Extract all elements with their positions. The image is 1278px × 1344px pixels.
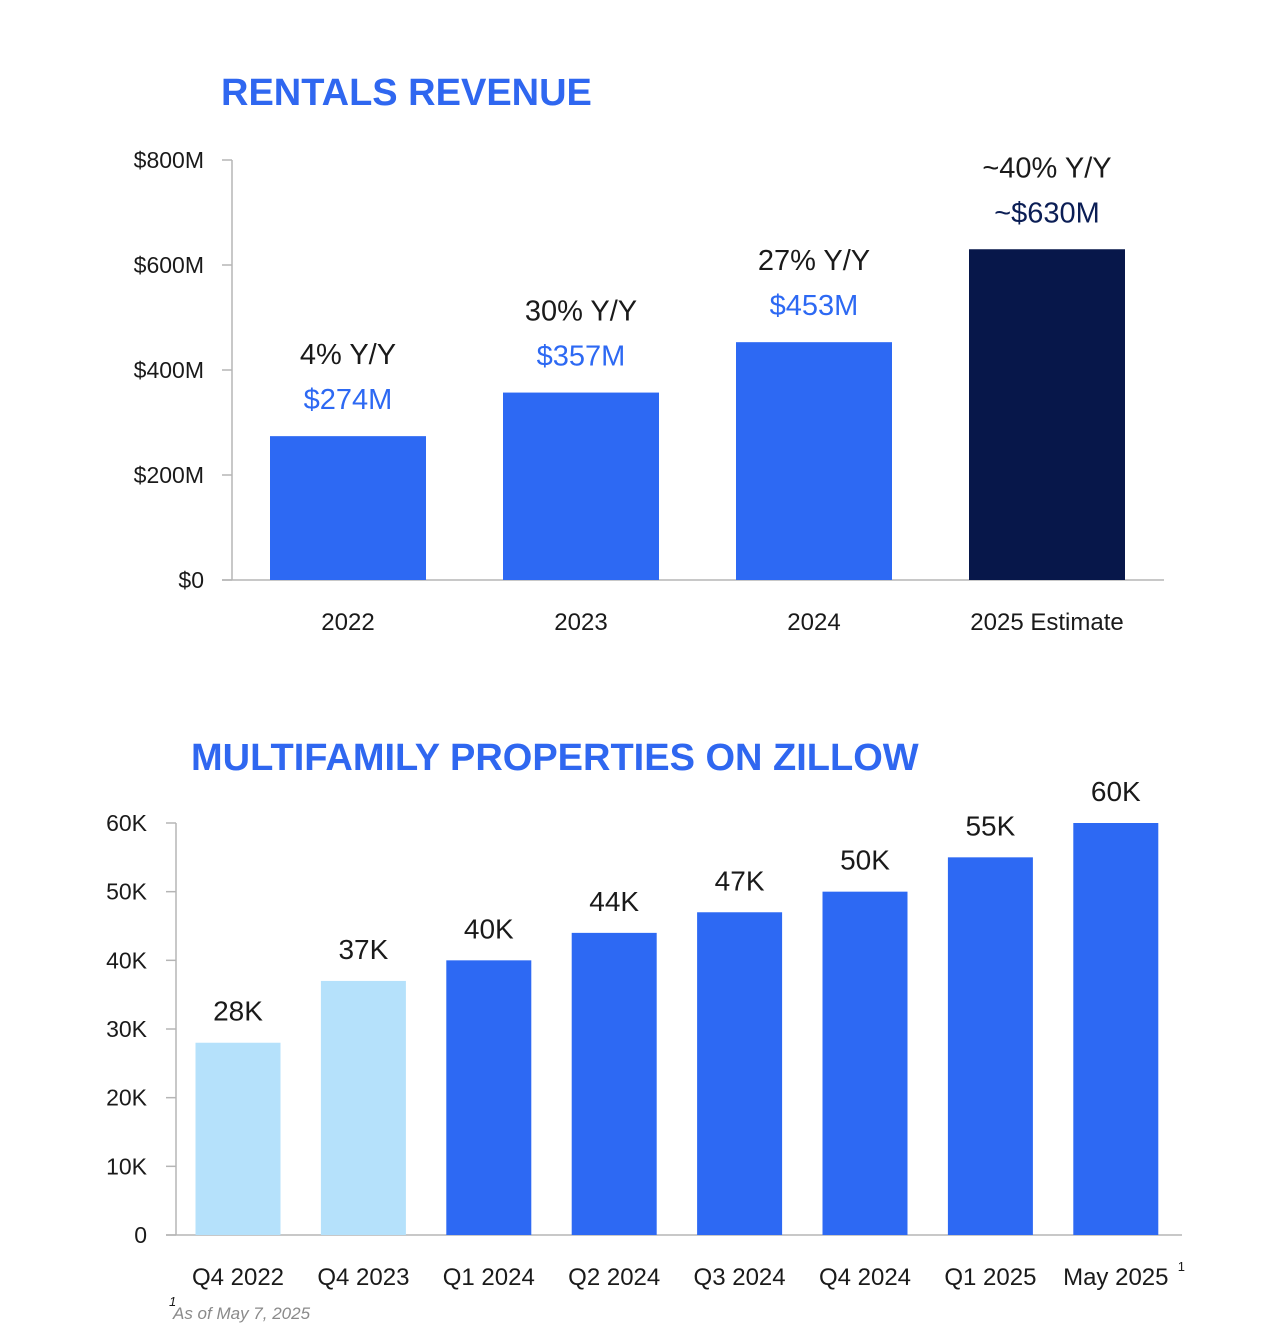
bar-may-2025 <box>1073 823 1159 1235</box>
category-label: 2023 <box>554 609 607 636</box>
footnote-marker: 1 <box>169 1294 176 1309</box>
growth-label: 27% Y/Y <box>758 245 870 277</box>
bar-q1-2024 <box>446 960 532 1235</box>
chart-title: MULTIFAMILY PROPERTIES ON ZILLOW <box>191 737 919 779</box>
footnote-text: As of May 7, 2025 <box>172 1304 311 1323</box>
chart-title: RENTALS REVENUE <box>221 72 592 114</box>
value-label: 37K <box>338 934 388 965</box>
bar-q3-2024 <box>697 912 783 1235</box>
growth-label: 4% Y/Y <box>300 339 396 371</box>
category-label: Q1 2024 <box>443 1264 535 1291</box>
value-label: 28K <box>213 996 263 1027</box>
y-tick-label: 0 <box>134 1222 147 1248</box>
y-tick-label: $800M <box>134 147 204 173</box>
category-label: Q4 2023 <box>317 1264 409 1291</box>
value-label: $453M <box>770 290 859 322</box>
bar-q2-2024 <box>571 932 657 1235</box>
category-label: 2025 Estimate <box>970 609 1123 636</box>
growth-label: 30% Y/Y <box>525 296 637 328</box>
y-tick-label: 40K <box>106 947 148 973</box>
category-label: Q2 2024 <box>568 1264 660 1291</box>
footnote-marker: 1 <box>1178 1259 1185 1274</box>
category-label: Q1 2025 <box>944 1264 1036 1291</box>
growth-label: ~40% Y/Y <box>982 152 1111 184</box>
category-label: Q4 2022 <box>192 1264 284 1291</box>
category-label: Q4 2024 <box>819 1264 911 1291</box>
bar-q1-2025 <box>947 857 1033 1235</box>
value-label: 50K <box>840 845 890 876</box>
value-label: 40K <box>464 913 514 944</box>
value-label: 60K <box>1091 776 1141 807</box>
bar-q4-2023 <box>320 980 406 1235</box>
bar-2022 <box>270 436 426 580</box>
y-tick-label: 30K <box>106 1016 148 1042</box>
value-label: $357M <box>537 341 626 373</box>
y-tick-label: 60K <box>106 810 148 836</box>
bar-q4-2024 <box>822 891 908 1235</box>
category-label: May 2025 <box>1063 1264 1168 1291</box>
rentals-revenue-chart: RENTALS REVENUE $0 $200M $400M $600M $800M 202… <box>134 72 1164 636</box>
y-tick-label: 10K <box>106 1153 148 1179</box>
value-label: ~$630M <box>994 197 1100 229</box>
y-tick-label: $0 <box>178 567 204 593</box>
y-tick-label: 50K <box>106 879 148 905</box>
y-tick-label: $600M <box>134 252 204 278</box>
value-label: 55K <box>965 810 1015 841</box>
bar-2024 <box>736 342 892 580</box>
category-label: 2022 <box>321 609 374 636</box>
bar-2025-estimate <box>969 249 1125 580</box>
y-tick-label: $400M <box>134 357 204 383</box>
y-tick-label: 20K <box>106 1085 148 1111</box>
y-tick-label: $200M <box>134 462 204 488</box>
value-label: $274M <box>304 384 393 416</box>
value-label: 47K <box>715 865 765 896</box>
multifamily-properties-chart: MULTIFAMILY PROPERTIES ON ZILLOW 0 10K 20K 3… <box>106 737 1185 1323</box>
value-label: 44K <box>589 886 639 917</box>
bar-q4-2022 <box>195 1042 281 1235</box>
category-label: 2024 <box>787 609 840 636</box>
category-label: Q3 2024 <box>694 1264 786 1291</box>
bar-2023 <box>503 392 659 580</box>
